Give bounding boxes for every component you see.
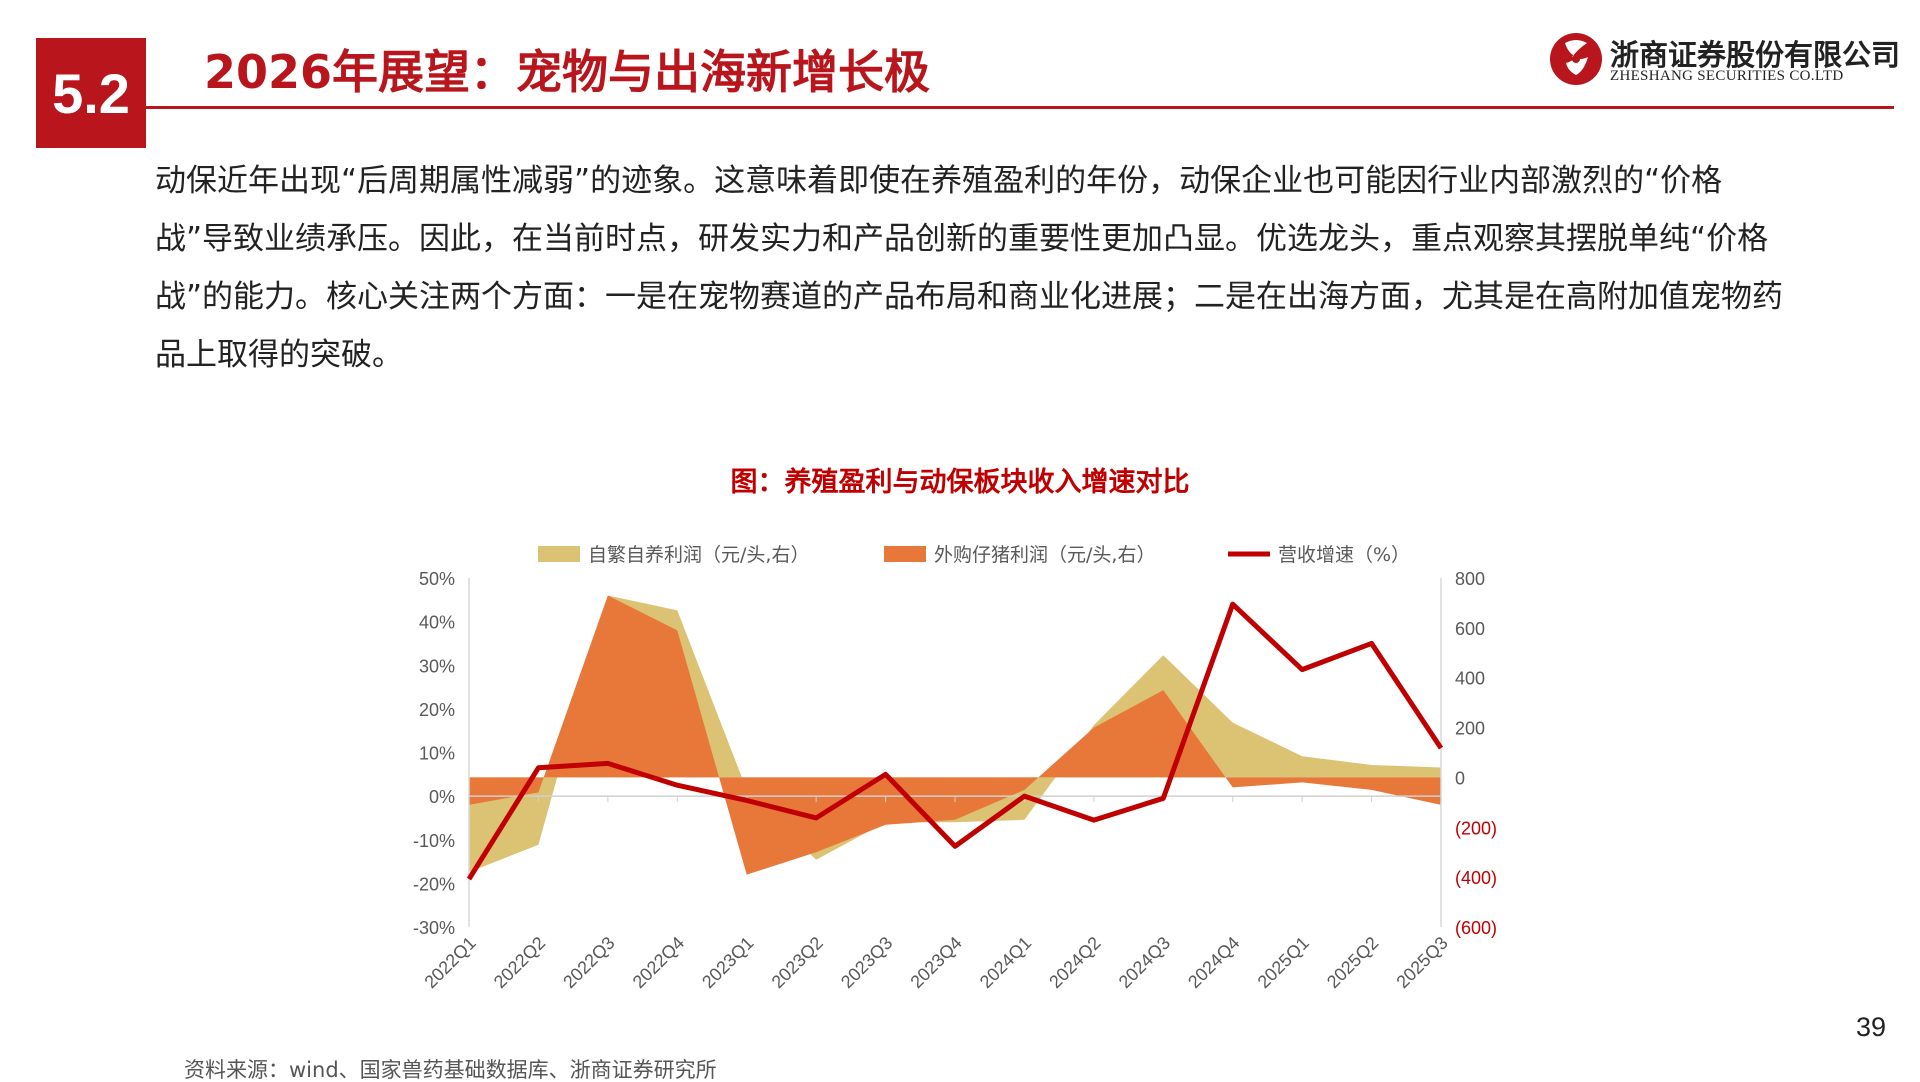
title-divider [146, 106, 1894, 109]
chart-line [466, 601, 1444, 881]
company-logo: 浙商证券股份有限公司 ZHESHANG SECURITIES CO.LTD [1548, 28, 1901, 90]
left-axis-tick-label: -20% [413, 874, 455, 894]
logo-company-english: ZHESHANG SECURITIES CO.LTD [1610, 68, 1844, 84]
section-number-box: 5.2 [36, 38, 146, 148]
chart-title: 图：养殖盈利与动保板块收入增速对比 [730, 467, 1190, 498]
area-purchased-piglet-profit [469, 595, 1441, 875]
legend-item-self-breed-swatch [538, 546, 580, 562]
x-axis-category-label: 2023Q2 [768, 933, 827, 992]
left-axis-tick-label: 40% [419, 613, 455, 633]
x-axis-category-label: 2022Q1 [420, 933, 479, 992]
x-axis-category-label: 2024Q1 [976, 933, 1035, 992]
x-axis-category-label: 2023Q1 [698, 933, 757, 992]
right-axis-tick-label: (400) [1455, 868, 1497, 888]
logo-company-name: 浙商证券股份有限公司 [1610, 38, 1901, 72]
source-note: 资料来源：wind、国家兽药基础数据库、浙商证券研究所 [184, 1058, 717, 1082]
chart-areas [469, 595, 1441, 875]
right-axis-tick-label: (600) [1455, 918, 1497, 938]
chart-legend: 自繁自养利润（元/头,右） 外购仔猪利润（元/头,右） 营收增速（%） [538, 544, 1410, 566]
legend-item-revenue-growth-label: 营收增速（%） [1278, 544, 1410, 566]
page-title: 2026年展望：宠物与出海新增长极 [204, 45, 931, 99]
x-axis-category-label: 2025Q3 [1392, 933, 1451, 992]
x-axis-category-label: 2024Q4 [1184, 933, 1243, 992]
x-axis-category-label: 2024Q3 [1115, 933, 1174, 992]
right-axis-tick-label: 200 [1455, 719, 1485, 739]
right-axis-tick-label: 0 [1455, 768, 1465, 788]
x-axis-category-label: 2022Q4 [629, 933, 688, 992]
left-axis-tick-label: -10% [413, 831, 455, 851]
x-axis-category-label: 2022Q3 [559, 933, 618, 992]
left-axis-tick-label: 50% [419, 569, 455, 589]
body-paragraph: 动保近年出现“后周期属性减弱”的迹象。这意味着即使在养殖盈利的年份，动保企业也可… [155, 163, 1784, 373]
x-axis-category-label: 2022Q2 [490, 933, 549, 992]
legend-item-purchased-piglet-label: 外购仔猪利润（元/头,右） [934, 544, 1155, 566]
right-axis-tick-label: 800 [1455, 569, 1485, 589]
left-axis-tick-label: 20% [419, 700, 455, 720]
line-revenue-growth [466, 601, 1444, 881]
right-axis-tick-label: 600 [1455, 619, 1485, 639]
right-axis-tick-label: (200) [1455, 818, 1497, 838]
section-number: 5.2 [52, 61, 130, 125]
x-axis-category-label: 2023Q3 [837, 933, 896, 992]
x-axis-category-label: 2025Q1 [1254, 933, 1313, 992]
legend-item-self-breed-label: 自繁自养利润（元/头,右） [588, 544, 809, 566]
chart-axes [468, 578, 1442, 927]
page-number: 39 [1856, 1012, 1887, 1042]
left-axis-tick-label: 30% [419, 656, 455, 676]
left-axis-tick-label: 0% [429, 787, 455, 807]
left-axis-tick-label: -30% [413, 918, 455, 938]
legend-item-purchased-piglet-swatch [884, 546, 926, 562]
left-axis-tick-label: 10% [419, 744, 455, 764]
x-axis-category-label: 2025Q2 [1323, 933, 1382, 992]
x-axis-category-label: 2024Q2 [1045, 933, 1104, 992]
right-axis-tick-label: 400 [1455, 669, 1485, 689]
x-axis-category-label: 2023Q4 [906, 933, 965, 992]
logo-mark-icon [1550, 33, 1602, 85]
